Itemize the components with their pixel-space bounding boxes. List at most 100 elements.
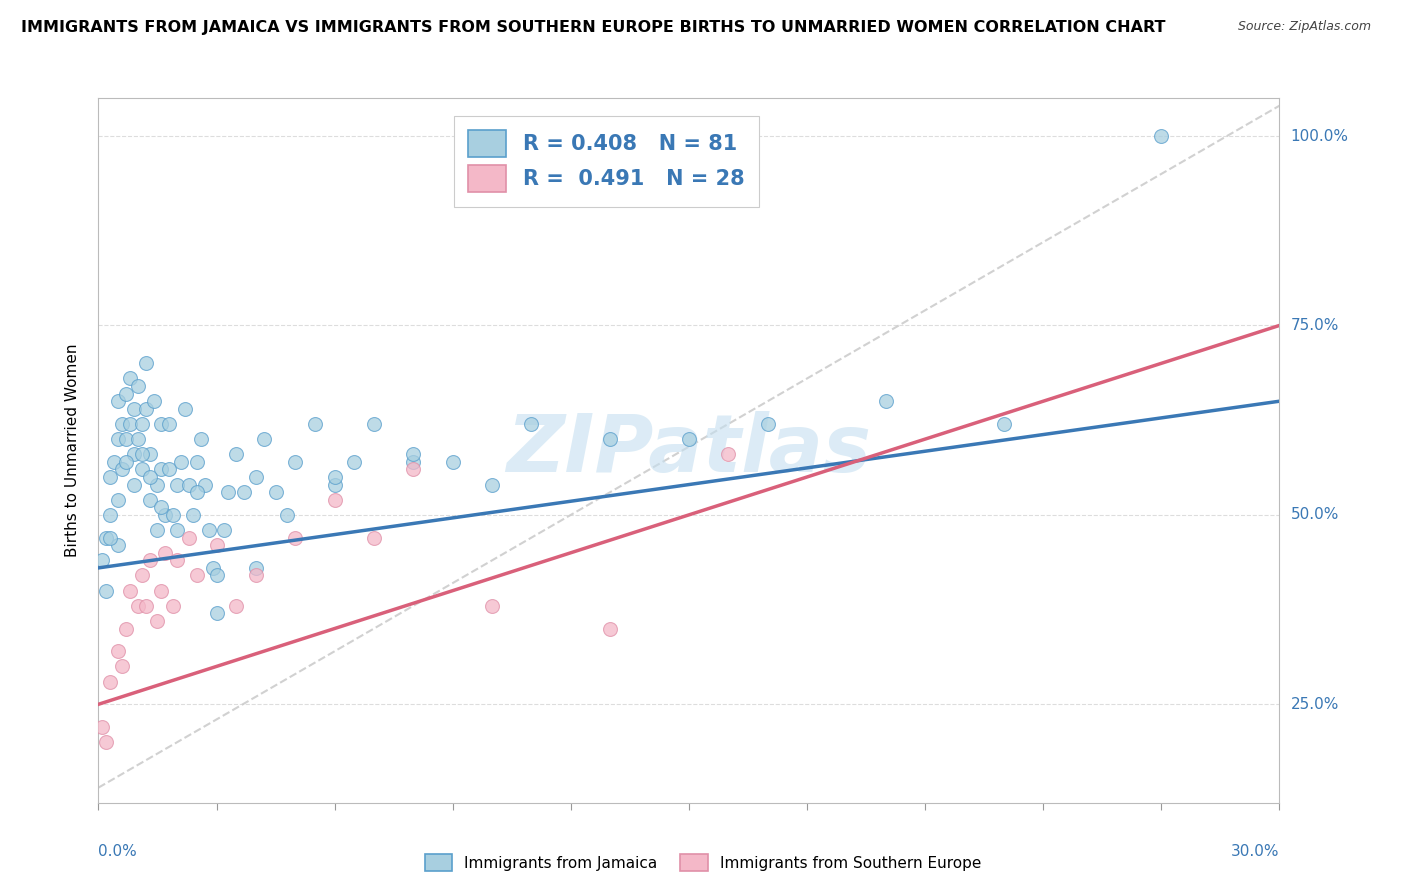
Point — [146, 523, 169, 537]
Point — [98, 470, 121, 484]
Point — [127, 379, 149, 393]
Point — [194, 477, 217, 491]
Point — [131, 462, 153, 476]
Point — [205, 568, 228, 582]
Point — [111, 417, 134, 431]
Point — [118, 417, 141, 431]
Point — [177, 477, 200, 491]
Point — [91, 553, 114, 567]
Point — [155, 546, 177, 560]
Point — [276, 508, 298, 522]
Point — [201, 561, 224, 575]
Text: Source: ZipAtlas.com: Source: ZipAtlas.com — [1237, 20, 1371, 33]
Point — [190, 432, 212, 446]
Point — [402, 462, 425, 476]
Point — [363, 531, 385, 545]
Point — [150, 417, 173, 431]
Point — [678, 432, 700, 446]
Point — [138, 492, 160, 507]
Point — [157, 462, 180, 476]
Point — [441, 455, 464, 469]
Point — [214, 523, 236, 537]
Point — [402, 455, 425, 469]
Point — [245, 568, 267, 582]
Y-axis label: Births to Unmarried Women: Births to Unmarried Women — [65, 343, 80, 558]
Text: 25.0%: 25.0% — [1291, 697, 1339, 712]
Point — [146, 477, 169, 491]
Point — [107, 492, 129, 507]
Point — [157, 417, 180, 431]
Legend: R = 0.408   N = 81, R =  0.491   N = 28: R = 0.408 N = 81, R = 0.491 N = 28 — [454, 116, 759, 207]
Point — [155, 508, 177, 522]
Point — [1150, 128, 1173, 143]
Point — [993, 417, 1015, 431]
Point — [323, 492, 346, 507]
Point — [481, 477, 503, 491]
Text: 75.0%: 75.0% — [1291, 318, 1339, 333]
Point — [599, 432, 621, 446]
Point — [323, 477, 346, 491]
Point — [142, 394, 165, 409]
Point — [284, 531, 307, 545]
Point — [131, 568, 153, 582]
Point — [122, 401, 145, 416]
Point — [115, 432, 138, 446]
Point — [264, 485, 287, 500]
Point — [135, 356, 157, 370]
Point — [225, 447, 247, 461]
Point — [131, 417, 153, 431]
Point — [107, 432, 129, 446]
Point — [205, 607, 228, 621]
Point — [135, 401, 157, 416]
Point — [343, 455, 366, 469]
Point — [96, 531, 118, 545]
Point — [138, 447, 160, 461]
Point — [166, 553, 188, 567]
Point — [91, 720, 114, 734]
Point — [107, 644, 129, 658]
Point — [111, 659, 134, 673]
Point — [304, 417, 326, 431]
Point — [756, 417, 779, 431]
Point — [170, 455, 193, 469]
Point — [363, 417, 385, 431]
Point — [122, 477, 145, 491]
Point — [131, 447, 153, 461]
Point — [402, 447, 425, 461]
Point — [162, 508, 184, 522]
Point — [717, 447, 740, 461]
Point — [253, 432, 276, 446]
Point — [205, 538, 228, 552]
Point — [96, 735, 118, 749]
Text: 100.0%: 100.0% — [1291, 128, 1348, 144]
Point — [118, 371, 141, 385]
Point — [481, 599, 503, 613]
Point — [103, 455, 125, 469]
Point — [186, 455, 208, 469]
Point — [118, 583, 141, 598]
Point — [323, 470, 346, 484]
Point — [197, 523, 219, 537]
Point — [174, 401, 197, 416]
Point — [107, 538, 129, 552]
Point — [127, 599, 149, 613]
Point — [98, 531, 121, 545]
Point — [162, 599, 184, 613]
Point — [115, 386, 138, 401]
Point — [233, 485, 256, 500]
Point — [245, 470, 267, 484]
Point — [107, 394, 129, 409]
Point — [98, 674, 121, 689]
Point — [217, 485, 239, 500]
Point — [181, 508, 204, 522]
Point — [127, 432, 149, 446]
Point — [186, 568, 208, 582]
Point — [138, 470, 160, 484]
Text: IMMIGRANTS FROM JAMAICA VS IMMIGRANTS FROM SOUTHERN EUROPE BIRTHS TO UNMARRIED W: IMMIGRANTS FROM JAMAICA VS IMMIGRANTS FR… — [21, 20, 1166, 35]
Point — [150, 583, 173, 598]
Point — [875, 394, 897, 409]
Point — [115, 622, 138, 636]
Point — [599, 622, 621, 636]
Point — [98, 508, 121, 522]
Point — [520, 417, 543, 431]
